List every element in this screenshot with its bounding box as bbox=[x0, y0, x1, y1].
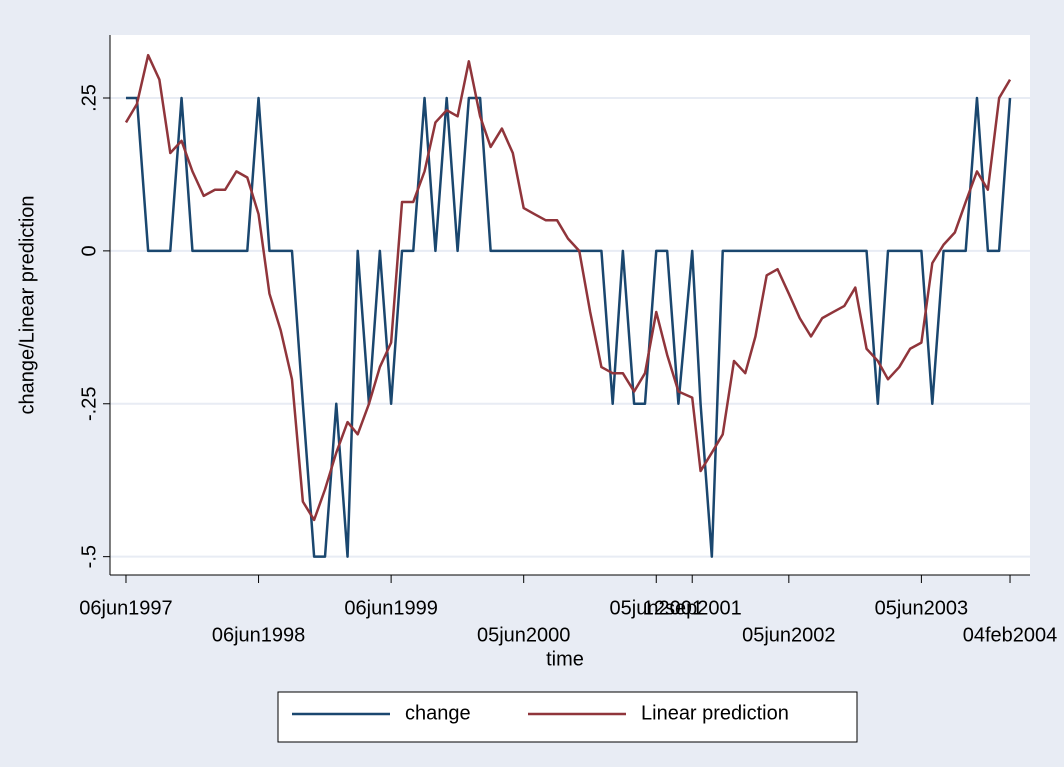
y-axis-title: change/Linear prediction bbox=[16, 195, 38, 414]
y-tick-label: -.5 bbox=[78, 545, 100, 568]
legend-box bbox=[277, 691, 858, 743]
legend-label: change bbox=[405, 702, 471, 724]
x-tick-label: 12sep2001 bbox=[643, 597, 742, 619]
series-line bbox=[124, 53, 1012, 522]
legend-label: Linear prediction bbox=[641, 702, 789, 724]
x-tick-label: 06jun1999 bbox=[344, 597, 437, 619]
x-tick-label: 05jun2000 bbox=[477, 624, 570, 646]
y-tick-label: -.25 bbox=[78, 387, 100, 421]
y-tick-label: 0 bbox=[78, 245, 100, 256]
x-tick-label: 06jun1998 bbox=[212, 624, 305, 646]
x-tick-label: 05jun2001 bbox=[610, 597, 703, 619]
x-tick-label: 06jun1997 bbox=[79, 597, 172, 619]
x-tick-label: 04feb2004 bbox=[963, 624, 1058, 646]
plot-area bbox=[110, 35, 1030, 575]
y-tick-label: .25 bbox=[78, 84, 100, 112]
x-tick-label: 05jun2002 bbox=[742, 624, 835, 646]
x-tick-label: 05jun2003 bbox=[875, 597, 968, 619]
series-line bbox=[125, 96, 1012, 558]
x-axis-title: time bbox=[546, 648, 584, 670]
